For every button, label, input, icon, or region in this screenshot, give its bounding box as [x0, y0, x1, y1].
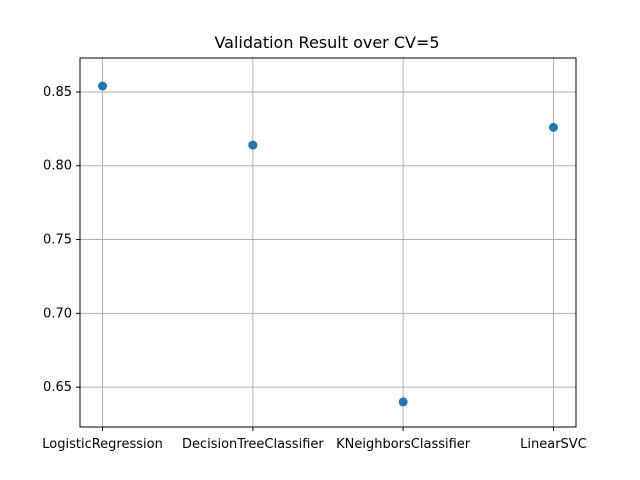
plot-area: LogisticRegression DecisionTreeClassifier… [42, 57, 587, 452]
scatter-point [398, 397, 408, 407]
x-tick-label: KNeighborsClassifier [336, 437, 471, 452]
grid-layer [80, 58, 576, 427]
axes-frame [79, 57, 577, 428]
y-tick-label: 0.85 [43, 85, 72, 100]
tick-layer: LogisticRegression DecisionTreeClassifier… [42, 85, 587, 452]
chart-title: Validation Result over CV=5 [214, 33, 439, 52]
scatter-point [548, 122, 558, 132]
y-tick-label: 0.65 [43, 380, 72, 395]
scatter-point [248, 140, 258, 150]
scatter-point [98, 81, 108, 91]
axes-background [80, 58, 576, 427]
x-tick-label: LogisticRegression [42, 437, 163, 452]
y-tick-label: 0.75 [43, 233, 72, 248]
y-tick-label: 0.80 [43, 159, 72, 174]
y-tick-label: 0.70 [43, 306, 72, 321]
x-tick-label: LinearSVC [520, 437, 587, 452]
data-layer [98, 81, 558, 407]
x-tick-label: DecisionTreeClassifier [182, 437, 324, 452]
